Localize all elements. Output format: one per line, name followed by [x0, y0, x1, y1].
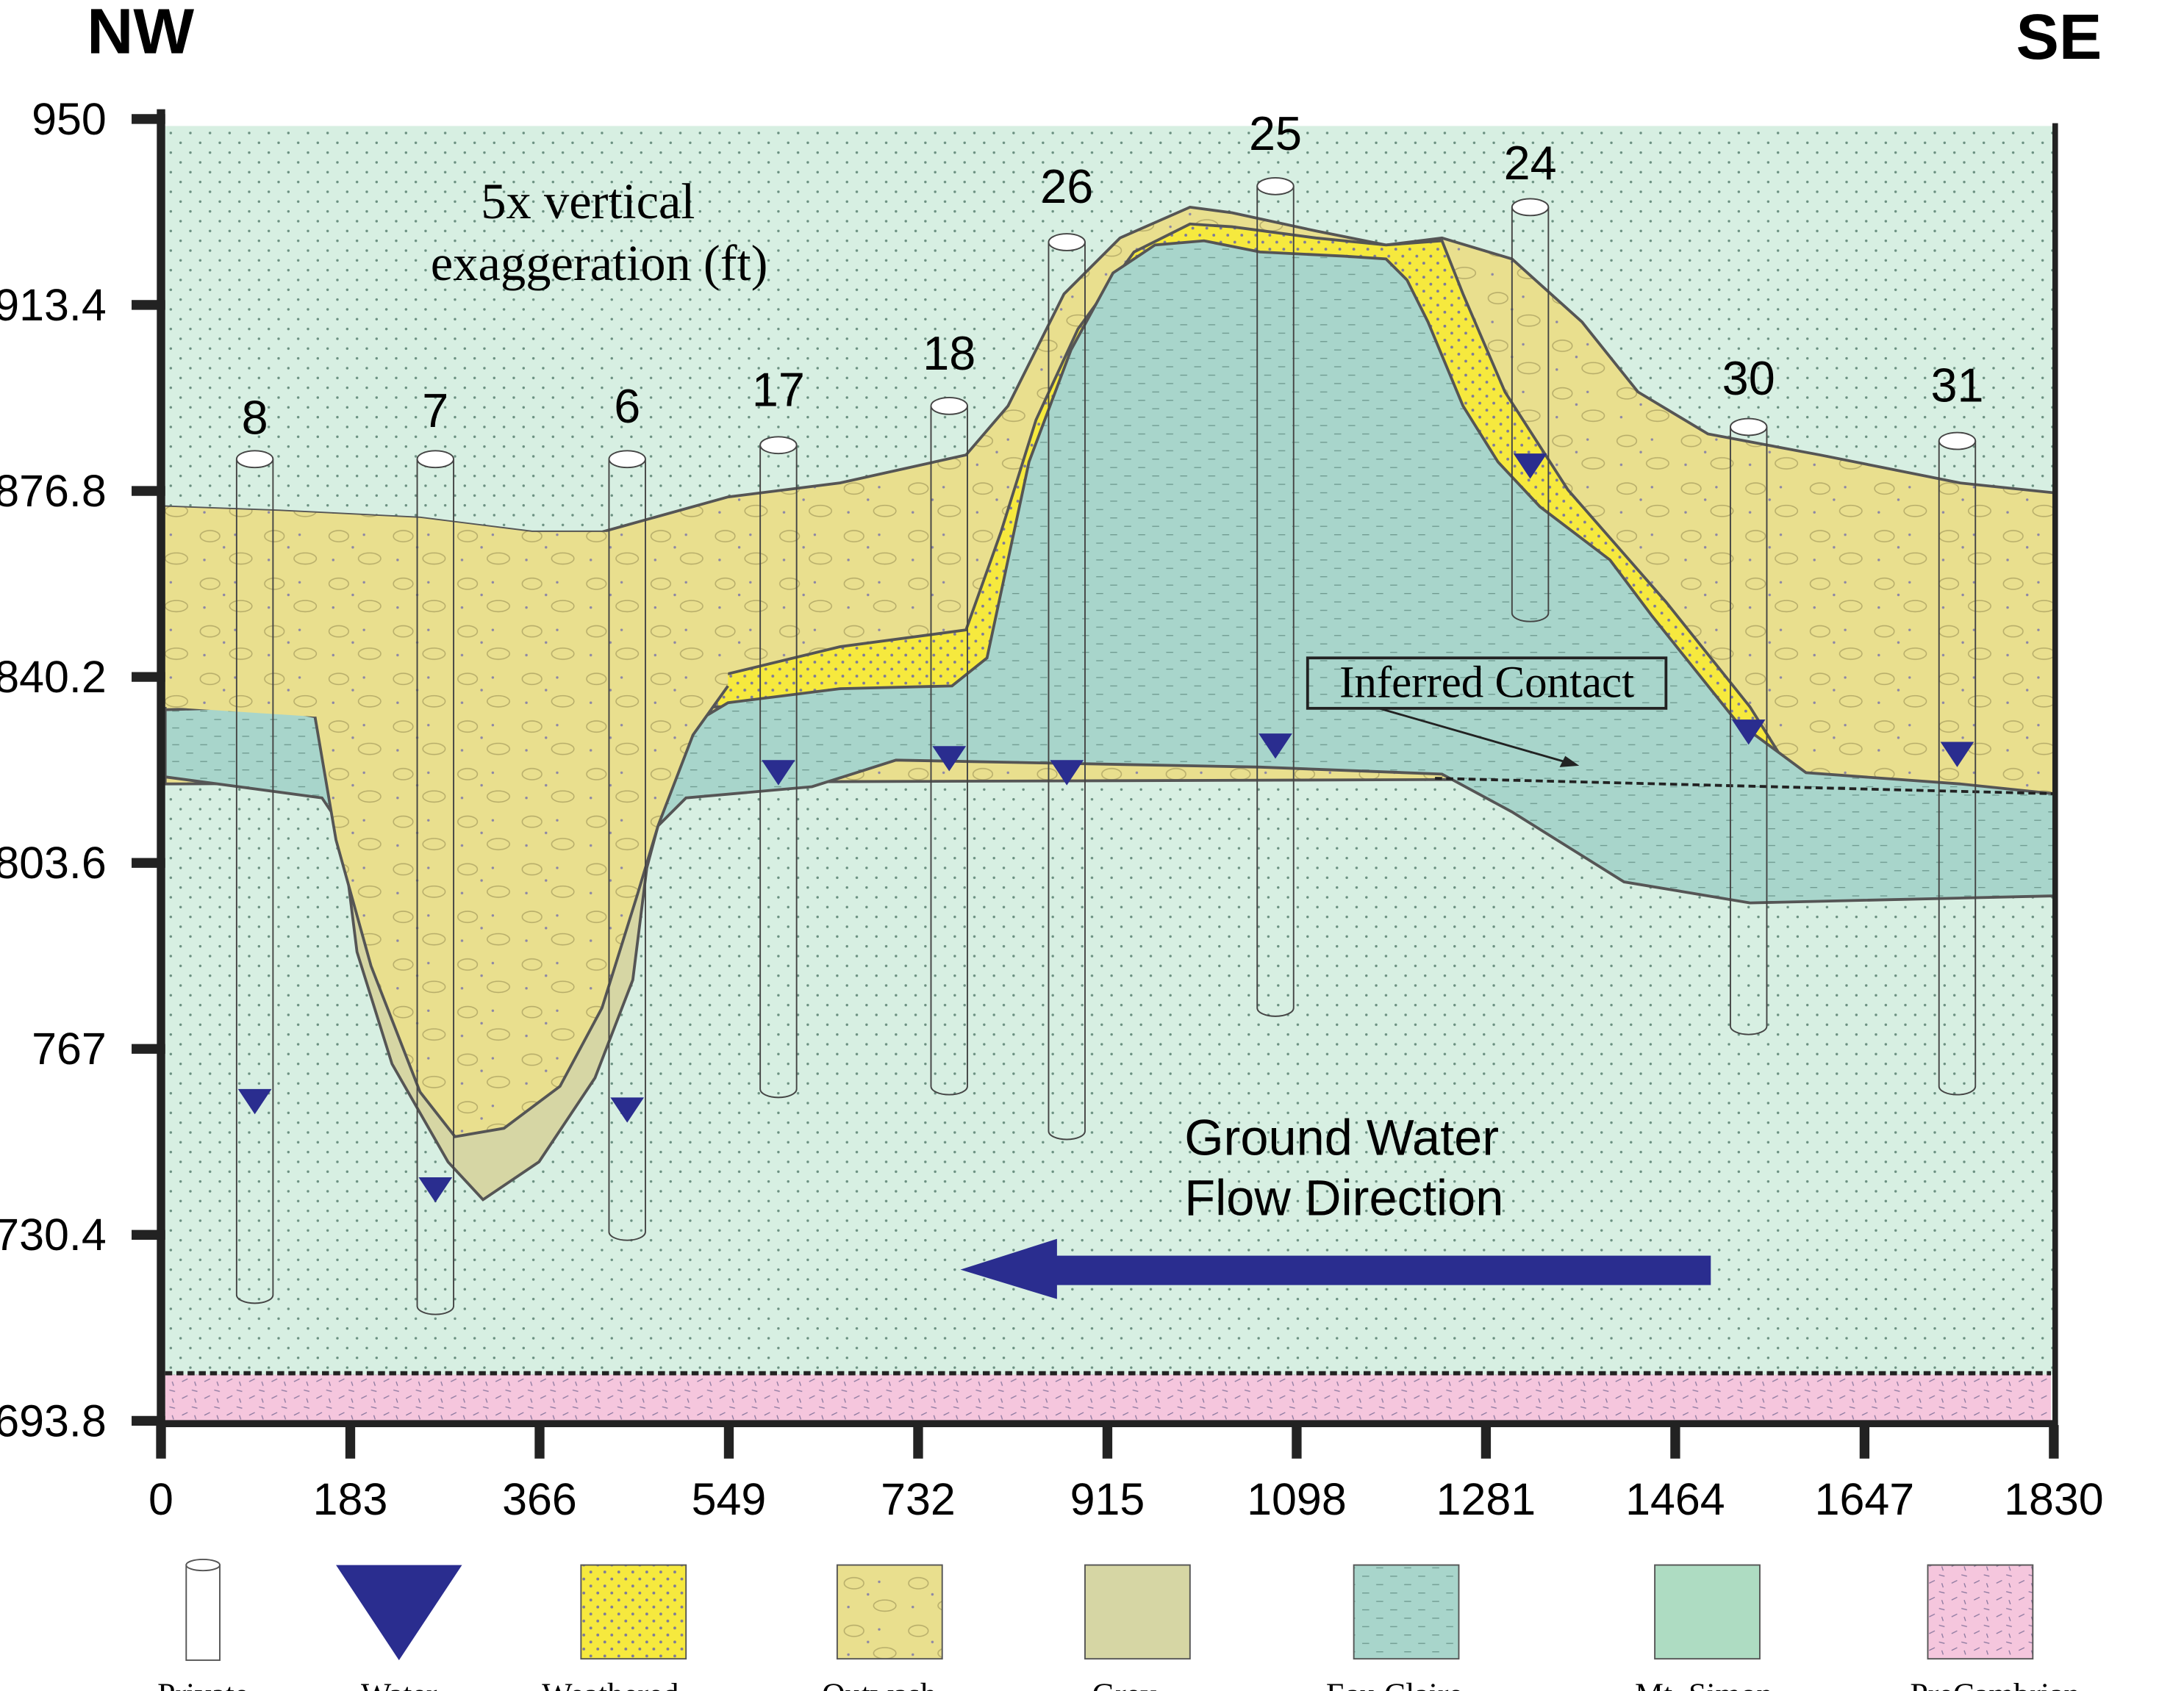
- legend-label: PreCambrian: [1910, 1677, 2080, 1691]
- flow-label: Ground Water: [1184, 1109, 1499, 1166]
- x-tick-label: 915: [1070, 1474, 1145, 1524]
- well-top: [237, 450, 273, 467]
- legend-label: Private: [157, 1677, 248, 1691]
- legend-swatch: [1927, 1565, 2033, 1659]
- y-tick-label: 693.8: [0, 1396, 107, 1446]
- legend-swatch: [1655, 1565, 1760, 1659]
- well-label: 30: [1722, 351, 1775, 405]
- body: { "header": {"left": "NW", "right": "SE"…: [0, 0, 2184, 1691]
- well-label: 18: [923, 326, 975, 380]
- legend-swatch: [1354, 1565, 1459, 1659]
- well-label: 7: [422, 384, 448, 437]
- direction-label: SE: [2016, 1, 2102, 73]
- legend: Private Water Weathered Outwash Grey Eau Clai…: [157, 1559, 2080, 1691]
- well-top: [931, 398, 967, 414]
- x-tick-label: 1281: [1436, 1474, 1536, 1524]
- x-tick-label: 732: [881, 1474, 956, 1524]
- legend-swatch: [837, 1565, 942, 1659]
- legend-swatch: [336, 1565, 462, 1661]
- annotation: 5x vertical: [481, 173, 695, 229]
- legend-label: Eau Claire: [1326, 1677, 1463, 1691]
- y-tick-label: 803.6: [0, 838, 107, 888]
- legend-label: Grey: [1092, 1677, 1157, 1691]
- well-top: [760, 437, 797, 453]
- well-top: [1257, 178, 1294, 195]
- inferred-contact-label: Inferred Contact: [1339, 658, 1634, 708]
- page: html, body { margin: 0; padding: 0; widt…: [0, 0, 2184, 1691]
- x-tick-label: 549: [692, 1474, 767, 1524]
- legend-swatch: [581, 1565, 686, 1659]
- x-tick-label: 1647: [1815, 1474, 1915, 1524]
- well-label: 26: [1040, 159, 1093, 213]
- y-tick-label: 730.4: [0, 1210, 107, 1260]
- legend-swatch: [186, 1565, 220, 1661]
- legend-label: Outwash: [822, 1677, 937, 1691]
- y-tick-label: 950: [32, 94, 107, 144]
- well-top: [1048, 234, 1085, 251]
- well-top: [1939, 433, 1976, 450]
- well-top: [609, 450, 645, 467]
- well-top: [418, 450, 454, 467]
- legend-label: Weathered: [542, 1677, 679, 1691]
- well-label: 17: [752, 362, 805, 416]
- y-tick-label: 913.4: [0, 280, 107, 330]
- well-label: 6: [614, 379, 640, 433]
- y-tick-label: 767: [32, 1024, 107, 1074]
- x-tick-label: 0: [148, 1474, 173, 1524]
- legend-swatch: [186, 1559, 220, 1570]
- x-tick-label: 1830: [2004, 1474, 2104, 1524]
- y-tick-label: 876.8: [0, 466, 107, 516]
- legend-label: Water: [361, 1677, 437, 1691]
- legend-label: Mt. Simon: [1635, 1677, 1772, 1691]
- cross-section: 8 7 6 17 18 26 25 24 30 31 Inferred Contact 5x ve…: [0, 0, 2184, 1691]
- legend-swatch: [1085, 1565, 1190, 1659]
- well-label: 24: [1504, 136, 1557, 190]
- well-top: [1730, 419, 1767, 436]
- y-tick-label: 840.2: [0, 652, 107, 702]
- well-label: 8: [242, 390, 268, 444]
- x-tick-label: 183: [313, 1474, 388, 1524]
- layers: [165, 126, 2054, 1422]
- direction-label: NW: [87, 0, 194, 67]
- x-tick-label: 1098: [1247, 1474, 1347, 1524]
- flow-label: Flow Direction: [1184, 1169, 1503, 1226]
- well-label: 25: [1249, 107, 1302, 160]
- x-tick-label: 1464: [1625, 1474, 1725, 1524]
- well-top: [1512, 198, 1549, 215]
- well-label: 31: [1930, 359, 1983, 412]
- x-tick-label: 366: [502, 1474, 577, 1524]
- annotation: exaggeration (ft): [431, 235, 768, 291]
- precambrian-layer: [165, 1375, 2051, 1423]
